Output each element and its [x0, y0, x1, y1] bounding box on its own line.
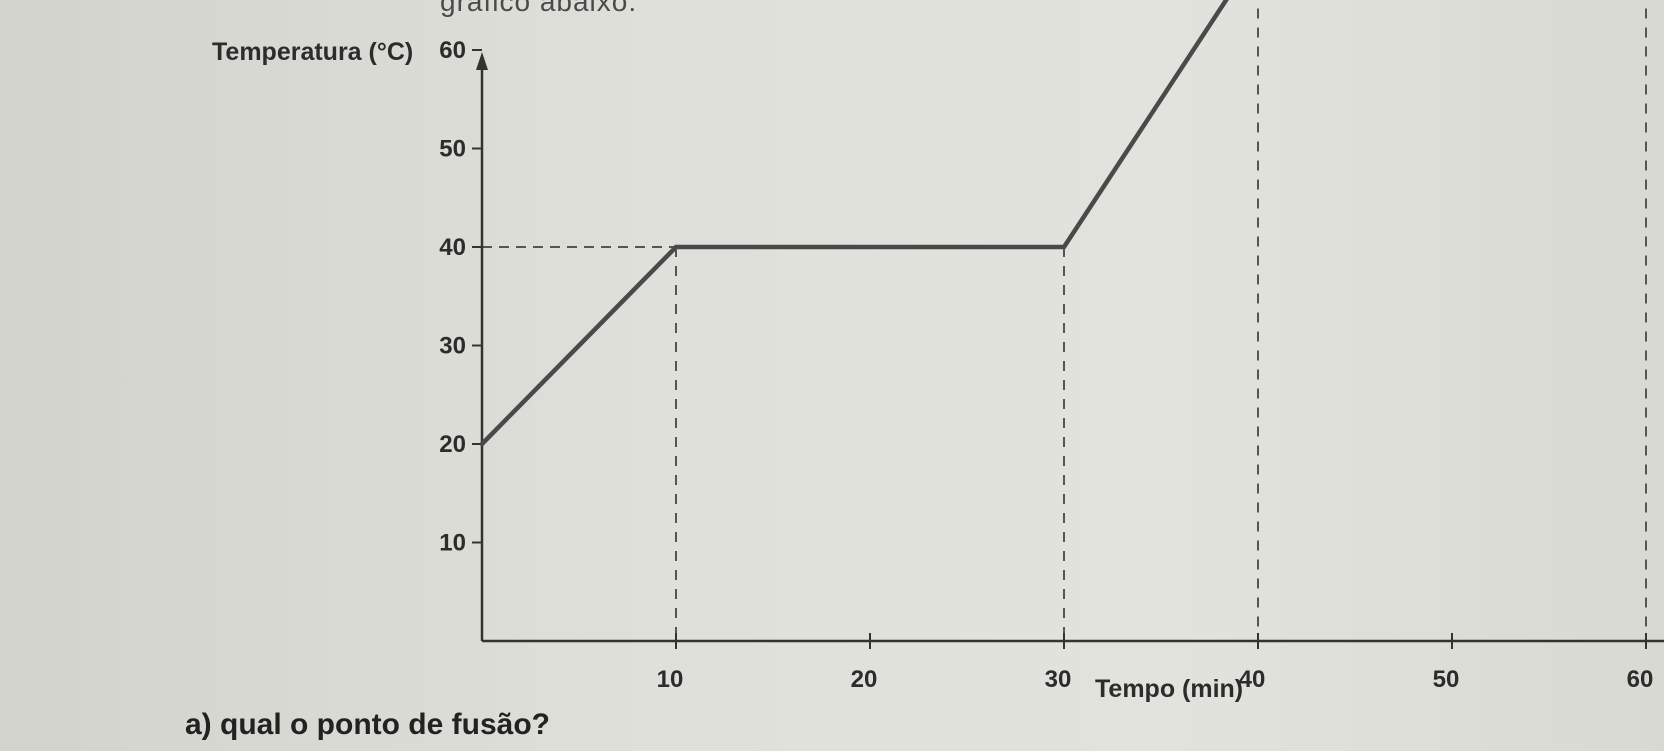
y-tick-label-10: 10: [439, 530, 466, 557]
y-tick-label-60: 60: [439, 37, 466, 64]
x-tick-label-10: 10: [657, 666, 684, 693]
y-tick-label-40: 40: [439, 234, 466, 261]
x-tick-label-60: 60: [1627, 666, 1654, 693]
x-tick-label-20: 20: [851, 666, 878, 693]
data-point-2: [1061, 244, 1067, 250]
x-tick-label-40: 40: [1239, 666, 1266, 693]
y-axis-arrow: [476, 52, 488, 70]
y-tick-label-30: 30: [439, 333, 466, 360]
y-tick-label-50: 50: [439, 136, 466, 163]
data-point-1: [673, 244, 679, 250]
question-text: a) qual o ponto de fusão?: [185, 708, 550, 741]
y-axis-title: Temperatura (°C): [212, 38, 413, 66]
header-fragment: gráfico abaixo:: [440, 0, 638, 17]
x-tick-label-30: 30: [1045, 666, 1072, 693]
data-point-0: [479, 441, 485, 447]
heating-curve-line: [479, 0, 1229, 447]
x-tick-label-50: 50: [1433, 666, 1460, 693]
x-axis-title: Tempo (min): [1095, 675, 1243, 703]
y-tick-label-20: 20: [439, 431, 466, 458]
